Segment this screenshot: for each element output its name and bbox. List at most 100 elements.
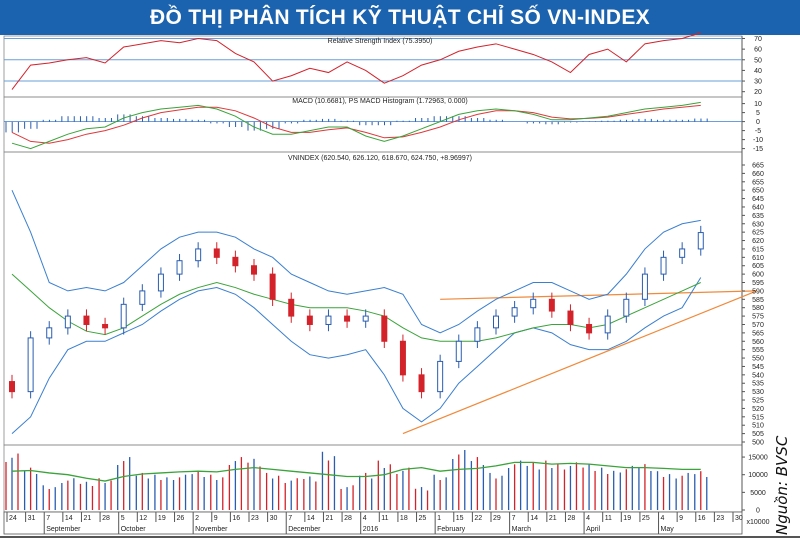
- candle: [102, 323, 109, 329]
- candle: [120, 303, 127, 329]
- y-tick-label: 560: [752, 339, 764, 346]
- x-tick-label: 26: [177, 515, 185, 522]
- y-tick-label: 20: [754, 89, 762, 96]
- y-tick-label: 10: [754, 101, 762, 108]
- y-tick-label: 655: [752, 179, 764, 186]
- macd-title: MACD (10.6681), PS MACD Histogram (1.729…: [292, 98, 467, 105]
- source-note: Nguồn: BVSC: [773, 435, 791, 535]
- x-tick-label: 31: [28, 515, 36, 522]
- candle: [437, 360, 444, 393]
- x-tick-label: 23: [716, 515, 724, 522]
- rsi-line: [11, 32, 701, 90]
- y-tick-label: 565: [752, 330, 764, 337]
- y-tick-label: 595: [752, 280, 764, 287]
- y-tick-label: 510: [752, 423, 764, 430]
- candle: [195, 248, 202, 262]
- x-tick-label: 14: [65, 515, 73, 522]
- candle: [27, 337, 34, 393]
- y-tick-label: 645: [752, 196, 764, 203]
- y-tick-label: 500: [752, 440, 764, 447]
- trendline-1: [440, 290, 757, 300]
- y-tick-label: 605: [752, 263, 764, 270]
- candle: [697, 232, 704, 250]
- x-tick-label: 28: [102, 515, 110, 522]
- candle: [64, 315, 71, 329]
- y-tick-label: 545: [752, 364, 764, 371]
- y-tick-label: 505: [752, 431, 764, 438]
- x-month-label: 2016: [363, 526, 379, 533]
- x-tick-label: 22: [474, 515, 482, 522]
- x-month-label: December: [288, 526, 321, 533]
- y-tick-label: 535: [752, 381, 764, 388]
- x-month-label: November: [195, 526, 228, 533]
- candle: [530, 298, 537, 309]
- x-tick-label: 29: [493, 515, 501, 522]
- y-tick-label: 70: [754, 36, 762, 43]
- y-tick-label: 650: [752, 188, 764, 195]
- y-tick-label: 0: [756, 119, 760, 126]
- candle: [232, 256, 239, 267]
- x-tick-label: 15: [456, 515, 464, 522]
- y-tick-label: 590: [752, 288, 764, 295]
- x-tick-label: 9: [214, 515, 218, 522]
- candle: [623, 298, 630, 317]
- y-tick-label: 525: [752, 398, 764, 405]
- x-tick-label: 18: [400, 515, 408, 522]
- candle: [213, 248, 220, 258]
- candle: [176, 260, 183, 275]
- x-tick-label: 21: [325, 515, 333, 522]
- candle: [511, 307, 518, 317]
- candle: [548, 298, 555, 312]
- candle: [157, 273, 164, 292]
- candle: [83, 315, 90, 325]
- rsi-title: Relative Strength Index (75.3950): [328, 38, 433, 45]
- x-tick-label: 7: [288, 515, 292, 522]
- y-tick-label: 5: [756, 110, 760, 117]
- candle: [288, 298, 295, 317]
- candle: [325, 315, 332, 325]
- candle: [418, 374, 425, 393]
- candle: [269, 273, 276, 300]
- candle: [567, 310, 574, 325]
- x-tick-label: 25: [642, 515, 650, 522]
- x-month-label: April: [586, 526, 600, 533]
- volume-ma: [11, 461, 701, 482]
- macd-line: [11, 101, 701, 150]
- x-month-label: March: [512, 526, 532, 533]
- panel-frame-1: [3, 96, 743, 153]
- x-tick-label: 30: [270, 515, 278, 522]
- x-tick-label: 7: [512, 515, 516, 522]
- x-month-label: October: [121, 526, 147, 533]
- y-tick-label: 610: [752, 255, 764, 262]
- candle: [9, 381, 15, 393]
- x-tick-label: 16: [232, 515, 240, 522]
- x-tick-label: 9: [679, 515, 683, 522]
- candle: [493, 315, 499, 329]
- y-tick-label: 515: [752, 414, 764, 421]
- y-tick-label: 0: [756, 508, 760, 515]
- panel-frame-2: [3, 151, 743, 446]
- y-tick-label: -10: [753, 137, 763, 144]
- x-tick-label: 19: [158, 515, 166, 522]
- candle: [474, 327, 481, 342]
- x-tick-label: 4: [586, 515, 590, 522]
- y-tick-label: 530: [752, 389, 764, 396]
- candle: [344, 315, 351, 322]
- x-tick-label: 7: [46, 515, 50, 522]
- y-tick-label: 635: [752, 213, 764, 220]
- y-tick-label: 520: [752, 406, 764, 413]
- y-tick-label: 10000: [748, 472, 768, 479]
- x-tick-label: 19: [623, 515, 631, 522]
- candle: [251, 265, 257, 275]
- page-title: ĐỒ THỊ PHÂN TÍCH KỸ THUẬT CHỈ SỐ VN-INDE…: [0, 0, 800, 35]
- x-tick-label: 11: [381, 515, 388, 522]
- moving-average: [11, 273, 701, 342]
- y-tick-label: 570: [752, 322, 764, 329]
- volume-unit-label: x10000: [747, 519, 770, 526]
- x-tick-label: 12: [139, 515, 147, 522]
- y-tick-label: 30: [754, 79, 762, 86]
- x-tick-label: 24: [9, 515, 17, 522]
- x-axis-box: [3, 511, 743, 535]
- y-tick-label: 580: [752, 305, 764, 312]
- y-tick-label: 600: [752, 272, 764, 279]
